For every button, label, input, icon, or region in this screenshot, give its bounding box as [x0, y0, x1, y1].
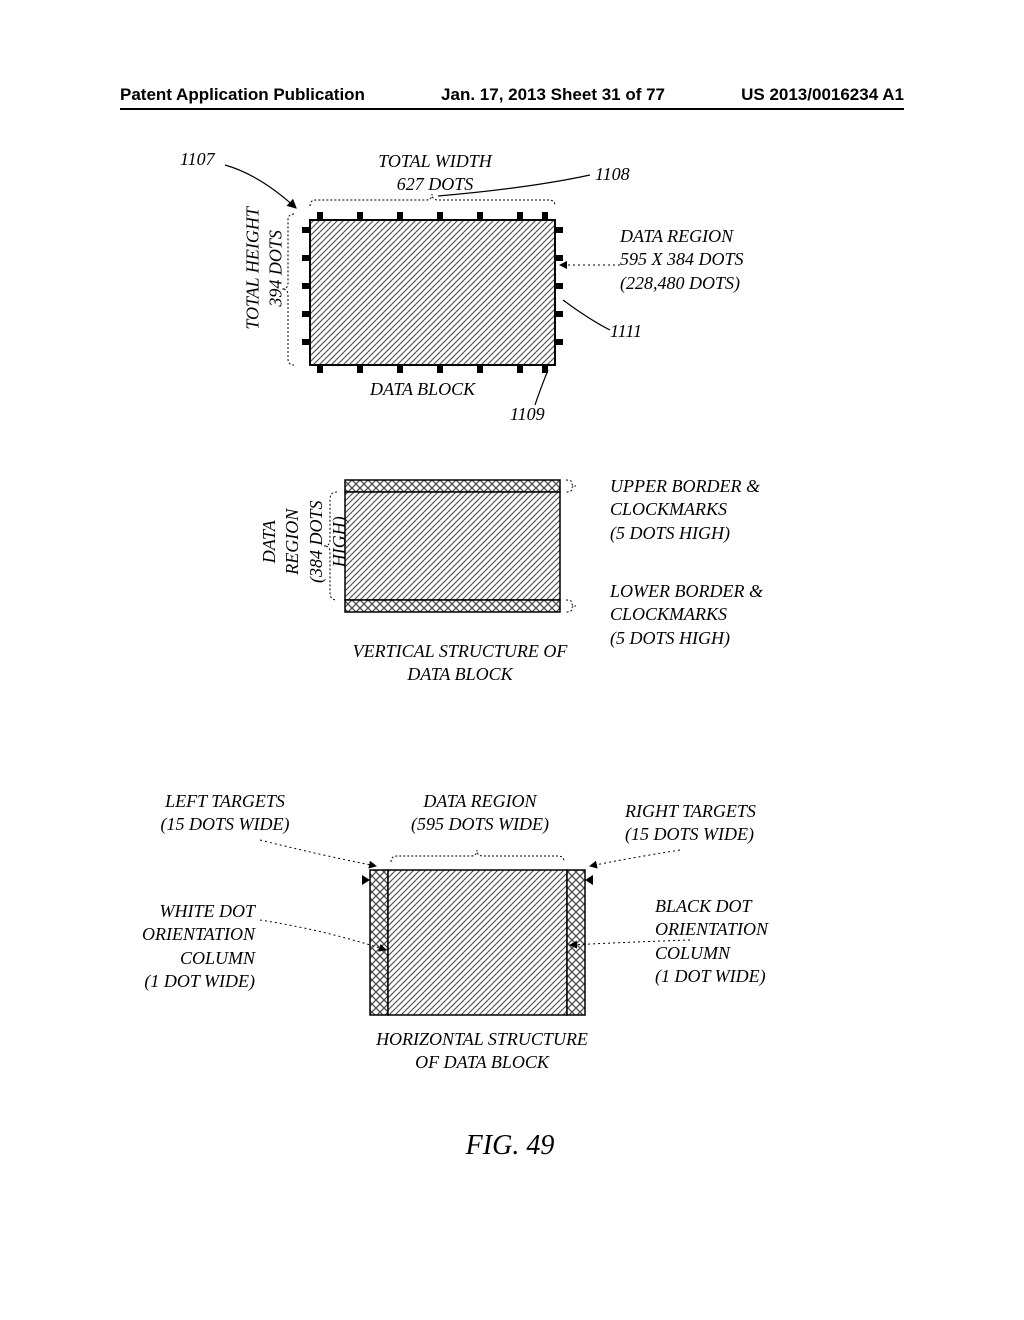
panel3-caption: HORIZONTAL STRUCTURE OF DATA BLOCK — [352, 1028, 612, 1075]
panel3-black: BLACK DOT ORIENTATION COLUMN (1 DOT WIDE… — [655, 895, 815, 989]
panel3-white: WHITE DOT ORIENTATION COLUMN (1 DOT WIDE… — [115, 900, 255, 994]
figure-number: FIG. 49 — [420, 1130, 600, 1162]
panel3-top-left: LEFT TARGETS (15 DOTS WIDE) — [135, 790, 315, 837]
panel3-top-right: RIGHT TARGETS (15 DOTS WIDE) — [625, 800, 815, 847]
panel3-top-mid: DATA REGION (595 DOTS WIDE) — [385, 790, 575, 837]
